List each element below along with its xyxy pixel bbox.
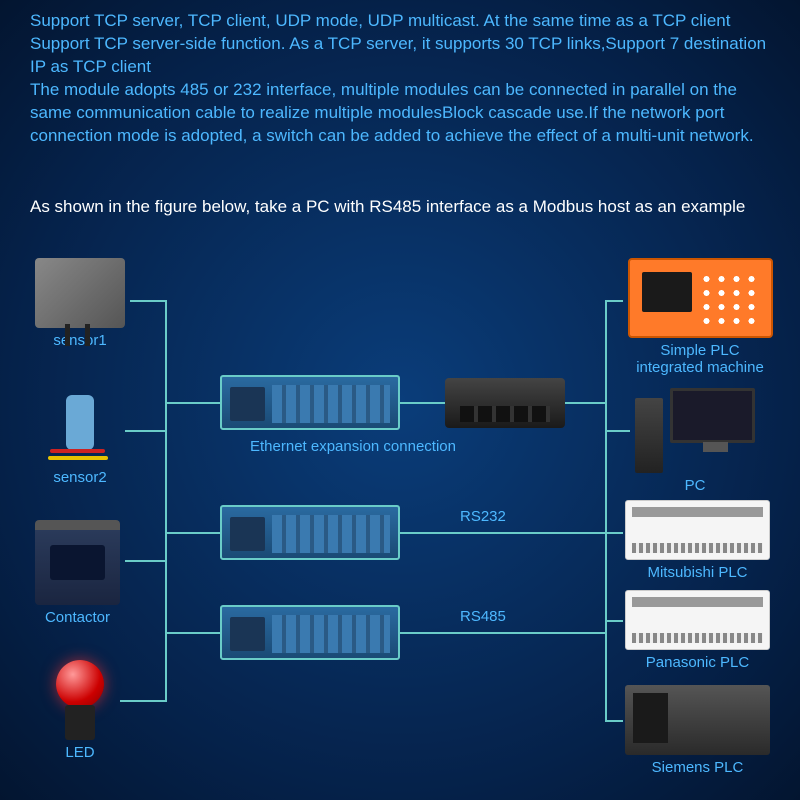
sensor2-icon bbox=[40, 395, 120, 465]
siemens-plc-icon bbox=[625, 685, 770, 755]
pc-label: PC bbox=[685, 477, 706, 494]
stub-contactor bbox=[125, 560, 167, 562]
bus-line bbox=[165, 300, 167, 700]
device-sensor1: sensor1 bbox=[35, 258, 125, 349]
simple-plc-label: Simple PLC integrated machine bbox=[625, 342, 775, 376]
device-panasonic: Panasonic PLC bbox=[625, 590, 770, 671]
right-bus bbox=[605, 300, 607, 720]
siemens-label: Siemens PLC bbox=[652, 759, 744, 776]
relay-board-icon bbox=[220, 605, 400, 660]
simple-plc-icon bbox=[628, 258, 773, 338]
line-relay3-right bbox=[400, 632, 605, 634]
device-siemens: Siemens PLC bbox=[625, 685, 770, 776]
stub-simple-plc bbox=[605, 300, 623, 302]
relay-board-3 bbox=[220, 605, 400, 660]
line-switch-right bbox=[565, 402, 605, 404]
sensor1-label: sensor1 bbox=[53, 332, 106, 349]
panasonic-label: Panasonic PLC bbox=[646, 654, 749, 671]
line-relay1-switch bbox=[400, 402, 445, 404]
device-contactor: Contactor bbox=[35, 520, 120, 626]
header-paragraph: Support TCP server, TCP client, UDP mode… bbox=[30, 10, 770, 148]
led-label: LED bbox=[65, 744, 94, 761]
stub-mitsubishi bbox=[605, 532, 623, 534]
stub-pc bbox=[605, 430, 630, 432]
ethernet-label: Ethernet expansion connection bbox=[250, 438, 456, 455]
intro-paragraph: As shown in the figure below, take a PC … bbox=[30, 195, 770, 219]
relay-board-icon bbox=[220, 505, 400, 560]
switch-icon bbox=[445, 378, 565, 428]
mitsubishi-label: Mitsubishi PLC bbox=[647, 564, 747, 581]
stub-sensor2 bbox=[125, 430, 167, 432]
stub-panasonic bbox=[605, 620, 623, 622]
sensor1-icon bbox=[35, 258, 125, 328]
device-mitsubishi: Mitsubishi PLC bbox=[625, 500, 770, 581]
line-bus-relay3 bbox=[165, 632, 220, 634]
relay-board-2 bbox=[220, 505, 400, 560]
rs485-label: RS485 bbox=[460, 608, 506, 625]
relay-board-icon bbox=[220, 375, 400, 430]
stub-sensor1 bbox=[130, 300, 167, 302]
contactor-icon bbox=[35, 520, 120, 605]
contactor-label: Contactor bbox=[45, 609, 110, 626]
ethernet-switch bbox=[445, 378, 565, 428]
line-relay2-right bbox=[400, 532, 605, 534]
line-bus-relay1 bbox=[165, 402, 220, 404]
relay-board-1 bbox=[220, 375, 400, 430]
device-led: LED bbox=[45, 660, 115, 761]
pc-icon bbox=[635, 388, 755, 473]
rs232-label: RS232 bbox=[460, 508, 506, 525]
device-sensor2: sensor2 bbox=[40, 395, 120, 486]
device-pc: PC bbox=[635, 388, 755, 494]
device-simple-plc: Simple PLC integrated machine bbox=[625, 258, 775, 376]
stub-led bbox=[120, 700, 167, 702]
sensor2-label: sensor2 bbox=[53, 469, 106, 486]
panasonic-plc-icon bbox=[625, 590, 770, 650]
mitsubishi-plc-icon bbox=[625, 500, 770, 560]
line-bus-relay2 bbox=[165, 532, 220, 534]
led-icon bbox=[45, 660, 115, 740]
stub-siemens bbox=[605, 720, 623, 722]
